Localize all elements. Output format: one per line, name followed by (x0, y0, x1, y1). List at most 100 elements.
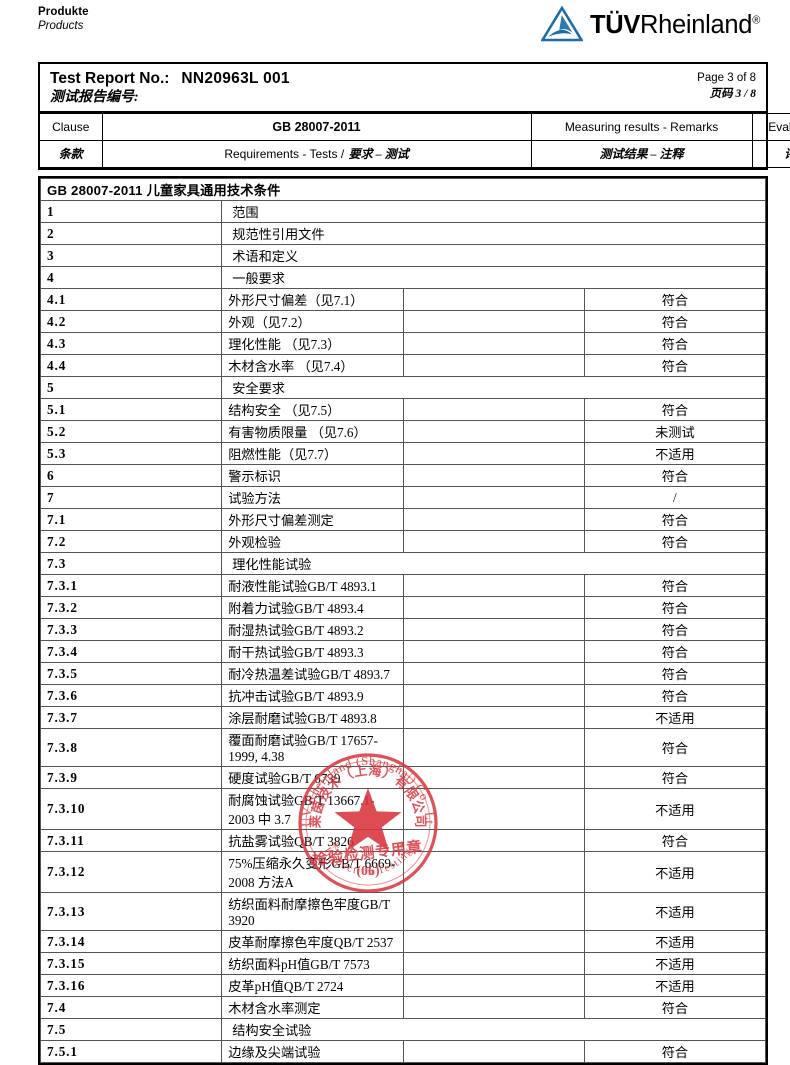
measuring-result-cell (402, 996, 585, 1020)
header-clause-en: Clause (40, 113, 103, 142)
measuring-result-cell (402, 974, 585, 998)
header-requirements-zh: 要求 – 测试 (348, 147, 409, 162)
header-requirements-en: Requirements - Tests / (224, 147, 345, 162)
measuring-result-cell (402, 829, 585, 853)
table-row: 7 试验方法 / (39, 486, 767, 510)
measuring-result-cell (402, 288, 585, 312)
evaluation-cell: 符合 (583, 464, 767, 488)
requirement-cell: 外观（见7.2） (221, 310, 404, 334)
measuring-result-cell (402, 486, 585, 510)
evaluation-cell: 符合 (583, 398, 767, 422)
requirement-cell: 一般要求 (221, 266, 766, 290)
measuring-result-cell (402, 952, 585, 976)
requirement-cell: 硬度试验GB/T 6739 (221, 766, 404, 790)
evaluation-cell: 不适用 (583, 706, 767, 730)
clause-number-cell: 7.3.2 (39, 596, 223, 620)
evaluation-cell: 符合 (583, 618, 767, 642)
requirement-cell: 规范性引用文件 (221, 222, 766, 246)
evaluation-cell: 符合 (583, 332, 767, 356)
column-header-row-zh: 条款 Requirements - Tests / 要求 – 测试 测试结果 –… (40, 140, 790, 169)
table-row: 5 安全要求 (39, 376, 766, 400)
clause-number-cell: 5.3 (39, 442, 223, 466)
clause-number-cell: 7.4 (39, 996, 223, 1020)
requirement-cell: 耐腐蚀试验GB/T 13667.1-2003 中 3.7 (221, 788, 404, 831)
header-evaluation-en: Evaluation (751, 113, 790, 142)
measuring-result-cell (402, 508, 585, 532)
table-row: 4.2 外观（见7.2） 符合 (39, 310, 767, 334)
clause-table-body: GB 28007-2011 儿童家具通用技术条件 1 范围 2 规范性引用文件 3 术语和… (39, 178, 767, 1064)
requirement-cell: 木材含水率 （见7.4） (221, 354, 404, 378)
requirement-cell: 外形尺寸偏差（见7.1） (221, 288, 404, 312)
evaluation-cell: 符合 (583, 596, 767, 620)
evaluation-cell: 符合 (583, 996, 767, 1020)
evaluation-cell: 不适用 (583, 788, 767, 831)
requirement-cell: 75%压缩永久变形GB/T 6669-2008 方法A (221, 851, 404, 894)
measuring-result-cell (402, 788, 585, 831)
table-row: 7.3.10 耐腐蚀试验GB/T 13667.1-2003 中 3.7 不适用 (39, 788, 767, 831)
requirement-cell: 耐冷热温差试验GB/T 4893.7 (221, 662, 404, 686)
measuring-result-cell (402, 706, 585, 730)
produkte-label: Produkte (38, 6, 89, 18)
table-row: 1 范围 (39, 200, 766, 224)
table-row: 7.5 结构安全试验 (39, 1018, 766, 1042)
column-header-table: Clause GB 28007-2011 Measuring results -… (40, 113, 790, 169)
measuring-result-cell (402, 442, 585, 466)
table-row: 7.3.11 抗盐雾试验QB/T 3826 符合 (39, 829, 767, 853)
page-number-zh: 页码 3 / 8 (709, 87, 756, 100)
report-title-row: Test Report No.: NN20963L 001 测试报告编号: Pag… (40, 64, 766, 114)
header-clause-zh: 条款 (40, 140, 103, 169)
clause-number-cell: 4.2 (39, 310, 223, 334)
table-row: 5.2 有害物质限量 （见7.6） 未测试 (39, 420, 767, 444)
clause-number-cell: 5.2 (39, 420, 223, 444)
requirement-cell: 抗盐雾试验QB/T 3826 (221, 829, 404, 853)
report-number-line: Test Report No.: NN20963L 001 (50, 69, 290, 89)
clause-number-cell: 7.3.14 (39, 930, 223, 954)
clause-number-cell: 7.3.13 (39, 892, 223, 932)
requirement-cell: 理化性能试验 (221, 552, 766, 576)
measuring-result-cell (402, 354, 585, 378)
evaluation-cell: 符合 (583, 288, 767, 312)
clause-number-cell: 7.2 (39, 530, 223, 554)
table-row: 4.4 木材含水率 （见7.4） 符合 (39, 354, 767, 378)
page-number-en: Page 3 of 8 (697, 72, 756, 84)
requirement-cell: 抗冲击试验GB/T 4893.9 (221, 684, 404, 708)
clause-number-cell: 7.3.8 (39, 728, 223, 768)
measuring-result-cell (402, 332, 585, 356)
measuring-result-cell (402, 930, 585, 954)
evaluation-cell: 不适用 (583, 442, 767, 466)
clause-number-cell: 7.3.1 (39, 574, 223, 598)
evaluation-cell: 符合 (583, 574, 767, 598)
report-header-frame: Test Report No.: NN20963L 001 测试报告编号: Pag… (38, 62, 790, 171)
masthead-product-labels: Produkte Products (38, 5, 89, 33)
table-row: 6 警示标识 符合 (39, 464, 767, 488)
clause-number-cell: 7 (39, 486, 223, 510)
requirement-cell: 耐湿热试验GB/T 4893.2 (221, 618, 404, 642)
requirement-cell: 结构安全试验 (221, 1018, 766, 1042)
table-row: 7.3.7 涂层耐磨试验GB/T 4893.8 不适用 (39, 706, 767, 730)
requirement-cell: 皮革耐摩擦色牢度QB/T 2537 (221, 930, 404, 954)
measuring-result-cell (402, 640, 585, 664)
evaluation-cell: 符合 (583, 640, 767, 664)
table-row: 3 术语和定义 (39, 244, 766, 268)
registered-mark-icon: ® (752, 14, 760, 26)
table-row: 7.3.4 耐干热试验GB/T 4893.3 符合 (39, 640, 767, 664)
evaluation-cell: 符合 (583, 508, 767, 532)
table-row: 7.3.14 皮革耐摩擦色牢度QB/T 2537 不适用 (39, 930, 767, 954)
column-header-row-en: Clause GB 28007-2011 Measuring results -… (40, 113, 790, 142)
clause-number-cell: 7.3.6 (39, 684, 223, 708)
clause-number-cell: 7.3.4 (39, 640, 223, 664)
evaluation-cell: 符合 (583, 829, 767, 853)
requirement-cell: 范围 (221, 200, 766, 224)
evaluation-cell: 未测试 (583, 420, 767, 444)
evaluation-cell: 不适用 (583, 851, 767, 894)
table-row: 7.3.13 纺织面料耐摩擦色牢度GB/T 3920 不适用 (39, 892, 767, 932)
clause-number-cell: 4.4 (39, 354, 223, 378)
table-row: 4 一般要求 (39, 266, 766, 290)
masthead: Produkte Products TÜVRheinland® (38, 0, 760, 62)
requirement-cell: 外观检验 (221, 530, 404, 554)
requirement-cell: 耐干热试验GB/T 4893.3 (221, 640, 404, 664)
requirement-cell: 附着力试验GB/T 4893.4 (221, 596, 404, 620)
header-measuring-zh: 测试结果 – 注释 (530, 140, 753, 169)
measuring-result-cell (402, 398, 585, 422)
measuring-result-cell (402, 464, 585, 488)
